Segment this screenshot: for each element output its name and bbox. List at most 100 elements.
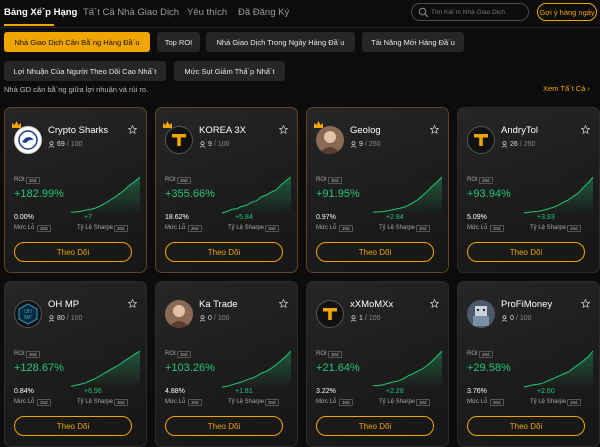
roi-value: +182.99% [14,188,64,200]
trader-card[interactable]: AndryTol 26/250 ROI 30d +93.94% 5.09% +3.93 Mức… [457,107,600,273]
tab-subscribed[interactable]: Đã Đăng Ký [238,7,290,18]
tab-all-traders[interactable]: Tấ´t Cả Nhà Giao Dịch [83,7,180,18]
sharpe-value: +7 [84,214,92,221]
sharpe-label: Tỷ Lệ Sharpe [530,399,567,405]
search-box[interactable] [411,3,529,21]
follow-button[interactable]: Theo Dõi [316,416,434,436]
avatar[interactable]: OH MP [14,300,42,328]
user-icon [501,315,508,322]
user-icon [199,141,206,148]
sparkline-area [524,177,593,215]
copier-capacity: 100 [70,315,83,322]
person-photo-icon [316,126,344,154]
roi-period-badge: 30d [26,351,40,358]
sharpe-label: Tỷ Lệ Sharpe [379,225,416,231]
sparkline-line [373,176,442,213]
trader-name[interactable]: KOREA 3X [199,125,246,136]
tab-favorites[interactable]: Yêu thích [187,7,228,18]
search-input[interactable] [431,6,525,19]
trader-card[interactable]: ProFiMoney 0/100 ROI 30d +29.58% 3.76% +2.60 Mứ… [457,281,600,447]
follow-button[interactable]: Theo Dõi [14,416,132,436]
star-icon[interactable] [128,125,137,134]
crown-icon [12,121,21,128]
drawdown-label: Mức Lỗ [316,399,337,405]
sharpe-period-badge: 30d [114,225,128,232]
trader-name[interactable]: OH MP [48,299,80,310]
copier-current: 0 [208,315,212,322]
star-icon[interactable] [128,299,137,308]
follow-button[interactable]: Theo Dõi [165,242,283,262]
sparkline-area [222,351,291,389]
trader-name[interactable]: AndryTol [501,125,538,136]
trader-name[interactable]: Crypto Sharks [48,125,109,136]
roi-sparkline [524,176,593,215]
copier-capacity: 100 [368,315,381,322]
sparkline-line [222,176,291,214]
avatar[interactable] [165,300,193,328]
trader-card[interactable]: Geolog 9/250 ROI 30d +91.95% 0.97% +2.84 Mức Lỗ… [306,107,449,273]
copier-count: 1/100 [350,315,381,322]
avatar[interactable] [467,300,495,328]
filter-top-day-traders[interactable]: Nhà Giao Dịch Trong Ngày Hàng Đầ´u [206,32,355,52]
follow-button[interactable]: Theo Dõi [14,242,132,262]
sparkline-area [373,351,442,389]
trader-name[interactable]: ProFiMoney [501,299,553,310]
tab-leaderboard[interactable]: Bảng Xế´p Hạng [4,7,78,18]
see-all-link[interactable]: Xem Tấ´t Cả › [543,84,590,93]
sharpe-label: Tỷ Lệ Sharpe [530,225,567,231]
avatar[interactable] [14,126,42,154]
star-icon[interactable] [430,125,439,134]
crown-icon [314,121,323,128]
letter-t-logo-icon [474,134,488,146]
drawdown-period-badge: 30d [339,225,353,232]
sharpe-period-badge: 30d [114,399,128,406]
avatar[interactable] [165,126,193,154]
avatar[interactable] [467,126,495,154]
roi-sparkline [71,350,140,389]
follow-button[interactable]: Theo Dõi [316,242,434,262]
roi-label: ROI [165,351,176,357]
trader-card[interactable]: Ka Trade 0/100 ROI 30d +103.26% 4.88% +1.81 Mức… [155,281,298,447]
roi-value: +93.94% [467,188,511,200]
filter-highest-follower-profit[interactable]: Lợi Nhuận Của Người Theo Dõi Cao Nhấ´t [4,61,166,81]
drawdown-period-badge: 30d [339,399,353,406]
roi-value: +128.67% [14,362,64,374]
copier-capacity: 100 [519,315,532,322]
trader-name[interactable]: Geolog [350,125,381,136]
roi-sparkline [222,350,291,389]
trader-card[interactable]: xXMoMXx 1/100 ROI 30d +21.64% 3.22% +2.28 Mức L… [306,281,449,447]
star-icon[interactable] [581,125,590,134]
avatar[interactable] [316,126,344,154]
section-subtitle: Nhà GD cân bằ´ng giữa lợi nhuận và rủi r… [4,85,149,94]
trader-card[interactable]: OH MP OH MP 80/100 ROI 30d +128.67% 0.84% +6.96 M… [4,281,147,447]
crypto-sharks-logo-icon [18,130,38,150]
filter-balanced-traders[interactable]: Nhà Giao Dịch Cân Bằ´ng Hàng Đầ´u [4,32,150,52]
drawdown-value: 0.00% [14,214,34,221]
filter-top-roi[interactable]: Top ROI [157,32,200,52]
trader-card[interactable]: KOREA 3X 9/100 ROI 30d +355.66% 18.62% +5.84 Mứ… [155,107,298,273]
trader-name[interactable]: Ka Trade [199,299,238,310]
copier-capacity: 250 [523,141,536,148]
copier-count: 9/250 [350,141,381,148]
star-icon[interactable] [279,299,288,308]
copier-current: 9 [208,141,212,148]
sharpe-value: +1.81 [235,388,253,395]
star-icon[interactable] [581,299,590,308]
copier-separator: / [213,141,216,148]
pixel-avatar-icon [467,300,495,328]
filter-top-new-talents[interactable]: Tài Năng Mới Hàng Đầ´u [362,32,464,52]
star-icon[interactable] [279,125,288,134]
sharpe-label: Tỷ Lệ Sharpe [379,399,416,405]
follow-button[interactable]: Theo Dõi [165,416,283,436]
avatar[interactable] [316,300,344,328]
daily-suggestion-button[interactable]: Gợi ý hàng ngày [537,3,597,21]
roi-sparkline [373,350,442,389]
trader-card[interactable]: Crypto Sharks 69/100 ROI 30d +182.99% 0.00% +7… [4,107,147,273]
filter-lowest-drawdown[interactable]: Mức Sụt Giảm Thấ´p Nhấ´t [174,61,285,81]
trader-name[interactable]: xXMoMXx [350,299,394,310]
star-icon[interactable] [430,299,439,308]
follow-button[interactable]: Theo Dõi [467,416,585,436]
svg-text:OH: OH [24,309,32,315]
follow-button[interactable]: Theo Dõi [467,242,585,262]
roi-value: +355.66% [165,188,215,200]
